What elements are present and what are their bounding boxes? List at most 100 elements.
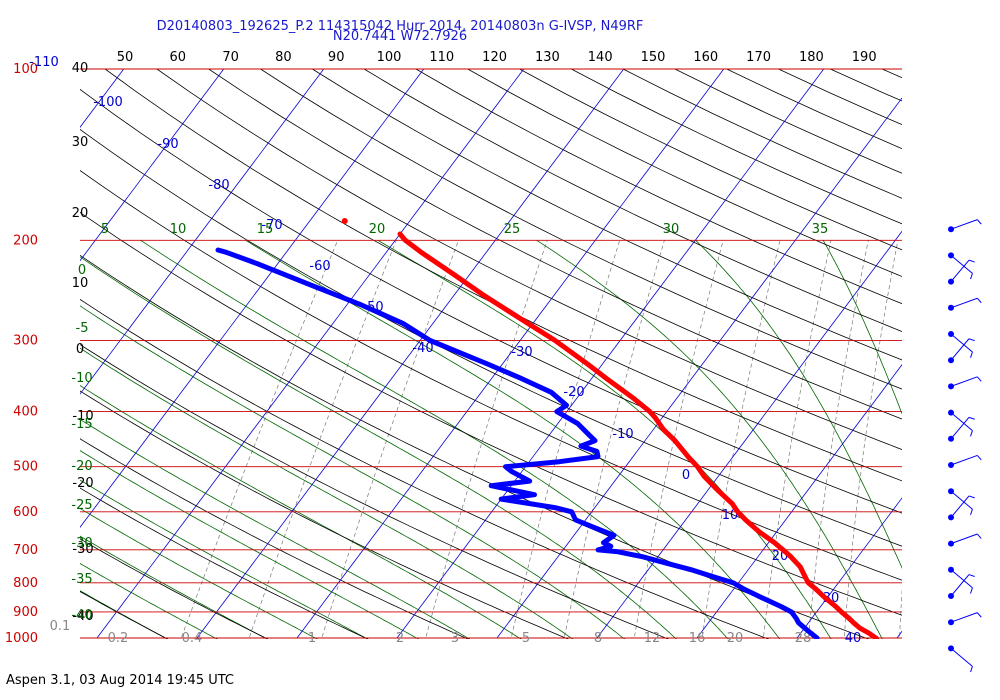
mixing-ratio-line — [321, 240, 459, 639]
isotherm-label: 0 — [682, 468, 690, 483]
wind-barb-feather — [976, 612, 982, 618]
wind-barb-feather — [976, 219, 982, 225]
moist-adiabat — [80, 507, 318, 639]
pressure-tick-label: 600 — [13, 505, 38, 520]
mixing-ratio-label: 16 — [689, 631, 706, 646]
isotherms — [80, 69, 902, 639]
moist-adiabat — [377, 239, 832, 639]
mixing-ratio-label: 20 — [727, 631, 744, 646]
isotherm-label: -80 — [208, 178, 229, 193]
wind-barb-staff — [950, 612, 978, 623]
moist-adiabat — [80, 418, 471, 639]
mixing-ratio-line — [510, 240, 621, 639]
wind-barb-feather — [968, 574, 975, 577]
isotherm-label: -30 — [511, 345, 532, 360]
moist-left-label: -15 — [71, 417, 92, 432]
wind-barb-staff — [950, 490, 973, 510]
dry-adiabat-label: -40 — [72, 609, 93, 624]
isotherm-label: -10 — [612, 427, 633, 442]
pressure-tick-label: 900 — [13, 605, 38, 620]
wind-barb-staff — [950, 412, 973, 431]
isotherm-line — [80, 69, 325, 395]
moist-left-label: 0 — [78, 263, 86, 278]
mixing-ratio-label: 5 — [522, 631, 530, 646]
isotherm-label: -70 — [261, 218, 282, 233]
moist-adiabat-label: 25 — [504, 222, 521, 237]
mixing-ratio-label: 8 — [594, 631, 602, 646]
wind-barbs — [948, 219, 982, 673]
dry-adiabat-label: 0 — [76, 342, 84, 357]
moist-left-label: -10 — [71, 371, 92, 386]
mixing-ratio-label: 0.4 — [182, 631, 203, 646]
wind-barb-staff — [950, 376, 978, 387]
dewpoint-trace — [215, 247, 820, 639]
top-scale-label: 80 — [275, 50, 292, 65]
top-scale-label: 140 — [588, 50, 613, 65]
wind-barb-staff — [950, 574, 970, 597]
top-scale-label: 120 — [482, 50, 507, 65]
pressure-tick-label: 700 — [13, 543, 38, 558]
wind-barb-feather — [976, 297, 982, 304]
mixing-ratio-line — [762, 240, 832, 639]
top-scale-label: 70 — [222, 50, 239, 65]
top-scale-label: 190 — [852, 50, 877, 65]
dry-adiabat-label: 30 — [72, 135, 89, 150]
mixing-ratio-label: 28 — [795, 631, 812, 646]
footer-text: Aspen 3.1, 03 Aug 2014 19:45 UTC — [6, 673, 235, 688]
top-scale-label: 130 — [535, 50, 560, 65]
moist-adiabat — [80, 562, 218, 639]
wind-barb-feather — [968, 338, 975, 342]
dry-adiabat — [415, 69, 902, 305]
moist-adiabat — [80, 256, 677, 639]
wind-barb-staff — [950, 533, 978, 545]
dry-adiabat — [726, 69, 902, 150]
pressure-tick-label: 200 — [13, 233, 38, 248]
wind-barb-staff — [950, 454, 978, 466]
wind-barb-feather — [976, 376, 982, 382]
isotherm-label: -100 — [93, 95, 123, 110]
pressure-tick-label: 800 — [13, 576, 38, 591]
isotherm-line — [796, 497, 902, 639]
isotherm-line — [596, 230, 902, 639]
isotherm-line — [396, 69, 825, 639]
wind-barb-staff — [950, 333, 973, 353]
wind-barb-feather — [970, 351, 973, 358]
dry-adiabat-label: -30 — [72, 542, 93, 557]
dry-adiabat — [260, 69, 902, 390]
header-line-2: N20.7441 W72.7926 — [332, 29, 468, 44]
dry-adiabat — [80, 344, 669, 639]
top-scale-label: 150 — [641, 50, 666, 65]
moist-left-label: -35 — [71, 572, 92, 587]
isotherm-line — [196, 69, 625, 639]
isotherm-label: -90 — [157, 137, 178, 152]
dry-adiabat — [80, 591, 169, 639]
wind-barb-feather — [968, 259, 975, 263]
mixing-ratio-line — [633, 240, 724, 639]
wind-barb-feather — [970, 509, 973, 516]
wind-barb-feather — [968, 416, 975, 420]
dry-adiabat — [80, 438, 469, 639]
dry-adiabat — [80, 128, 902, 547]
mixing-ratio-line — [180, 240, 339, 639]
isotherm-label: -40 — [412, 341, 433, 356]
mixing-ratio-line — [563, 240, 665, 639]
dry-adiabat — [80, 298, 770, 639]
dry-adiabat — [80, 88, 902, 514]
dry-adiabat-label: 20 — [72, 206, 89, 221]
wind-barb-staff — [950, 417, 970, 440]
isotherm-line — [80, 69, 425, 528]
moist-adiabat — [80, 450, 420, 639]
moist-adiabat — [536, 239, 883, 639]
mixing-ratio-label: 1 — [308, 631, 316, 646]
moist-left-label: -25 — [71, 498, 92, 513]
dry-adiabat — [467, 69, 902, 277]
pressure-tick-label: 100 — [13, 62, 38, 77]
moist-adiabat — [245, 239, 781, 639]
wind-barb-staff — [950, 648, 973, 667]
dry-adiabat-label: 40 — [72, 61, 89, 76]
dry-adiabat-label: -10 — [72, 409, 93, 424]
top-scale-label: 90 — [328, 50, 345, 65]
dry-adiabats — [80, 69, 902, 639]
moist-adiabat-label: 10 — [170, 222, 187, 237]
